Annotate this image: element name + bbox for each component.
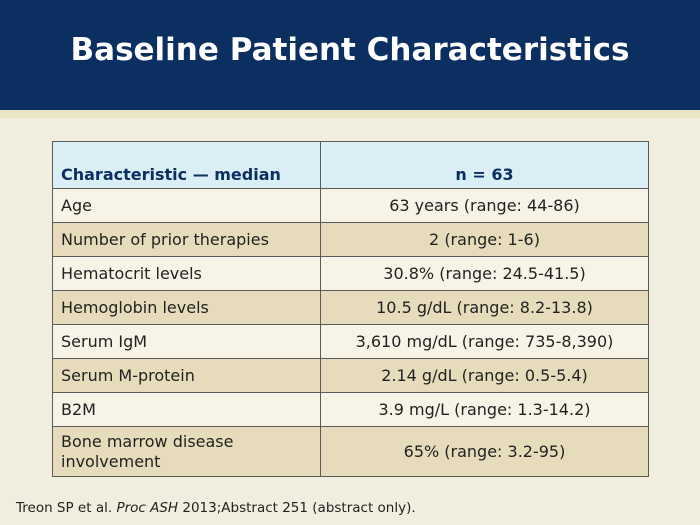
table-row: Bone marrow disease involvement 65% (ran… [52, 426, 649, 477]
row-label: Hematocrit levels [52, 256, 321, 291]
citation-details: 2013;Abstract 251 (abstract only). [178, 500, 416, 516]
row-value: 30.8% (range: 24.5-41.5) [320, 256, 649, 291]
row-value: 2.14 g/dL (range: 0.5-5.4) [320, 358, 649, 393]
accent-stripe [0, 110, 700, 118]
table-row: Serum IgM 3,610 mg/dL (range: 735-8,390) [52, 324, 649, 359]
row-value: 3,610 mg/dL (range: 735-8,390) [320, 324, 649, 359]
row-value: 3.9 mg/L (range: 1.3-14.2) [320, 392, 649, 427]
row-label: Bone marrow disease involvement [52, 426, 321, 477]
column-header-n: n = 63 [320, 141, 649, 189]
table-row: Hemoglobin levels 10.5 g/dL (range: 8.2-… [52, 290, 649, 325]
row-label: Hemoglobin levels [52, 290, 321, 325]
table-row: B2M 3.9 mg/L (range: 1.3-14.2) [52, 392, 649, 427]
column-header-characteristic: Characteristic — median [52, 141, 321, 189]
citation-authors: Treon SP et al. [16, 500, 117, 516]
characteristics-table: Characteristic — median n = 63 Age 63 ye… [52, 141, 649, 477]
citation-footnote: Treon SP et al. Proc ASH 2013;Abstract 2… [16, 500, 416, 516]
table-header-row: Characteristic — median n = 63 [52, 141, 649, 189]
table-row: Serum M-protein 2.14 g/dL (range: 0.5-5.… [52, 358, 649, 393]
row-value: 63 years (range: 44-86) [320, 188, 649, 223]
row-value: 10.5 g/dL (range: 8.2-13.8) [320, 290, 649, 325]
slide-title: Baseline Patient Characteristics [70, 32, 630, 68]
row-label: Serum IgM [52, 324, 321, 359]
table-row: Age 63 years (range: 44-86) [52, 188, 649, 223]
table-row: Number of prior therapies 2 (range: 1-6) [52, 222, 649, 257]
row-value: 2 (range: 1-6) [320, 222, 649, 257]
row-label: Age [52, 188, 321, 223]
row-label: B2M [52, 392, 321, 427]
row-label: Serum M-protein [52, 358, 321, 393]
citation-journal: Proc ASH [116, 500, 179, 516]
table-row: Hematocrit levels 30.8% (range: 24.5-41.… [52, 256, 649, 291]
row-value: 65% (range: 3.2-95) [320, 426, 649, 477]
row-label: Number of prior therapies [52, 222, 321, 257]
title-banner: Baseline Patient Characteristics [0, 0, 700, 110]
